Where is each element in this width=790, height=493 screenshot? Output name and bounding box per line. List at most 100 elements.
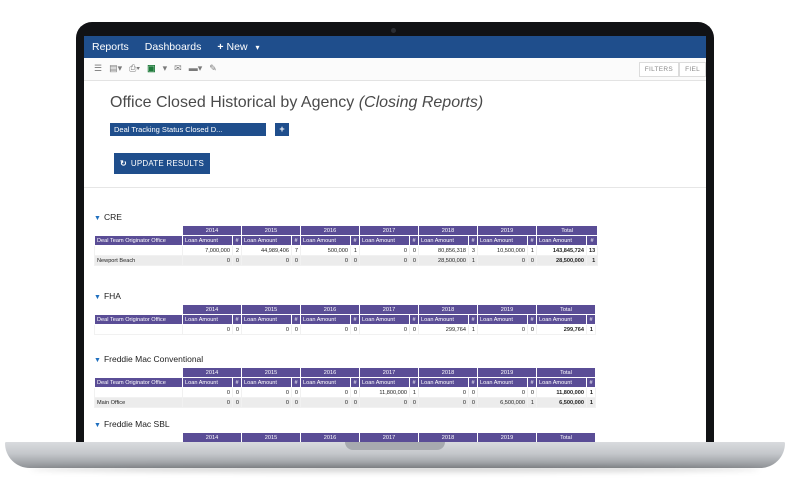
- loan-amount-header: Loan Amount: [241, 377, 292, 388]
- expand-triangle-icon[interactable]: ▼: [94, 215, 101, 222]
- loan-amount-cell: 6,500,000: [477, 397, 528, 408]
- layout-icon[interactable]: ▬▾: [188, 63, 203, 73]
- report-toolbar: ☰ ▤▾ ⎙▾ ▣ ▾ ✉ ▬▾ ✎ FILTERS FIEL: [84, 58, 706, 81]
- year-header: 2016: [300, 225, 360, 236]
- count-header: #: [409, 235, 419, 246]
- loan-amount-cell: 0: [300, 255, 351, 266]
- loan-amount-cell: 500,000: [300, 245, 351, 256]
- list-icon[interactable]: ☰: [94, 63, 103, 73]
- count-cell: 1: [586, 324, 596, 335]
- year-header: 2017: [359, 367, 419, 378]
- year-header-row: 2014 2015 2016 2017 2018 2019 Total: [94, 367, 596, 378]
- loan-amount-cell: 0: [241, 397, 292, 408]
- pivot-table: 2014 2015 2016 2017 2018 2019 Total Deal Team O…: [94, 225, 599, 266]
- count-cell: 13: [585, 245, 599, 256]
- nav-new-label: New: [226, 41, 248, 53]
- count-header: #: [468, 377, 478, 388]
- loan-amount-header: Loan Amount: [536, 235, 587, 246]
- loan-amount-cell: 299,764: [536, 324, 587, 335]
- loan-amount-cell: 0: [477, 255, 528, 266]
- divider: [84, 187, 706, 188]
- year-header: 2015: [241, 225, 301, 236]
- section-title: Freddie Mac SBL: [103, 419, 170, 429]
- expand-triangle-icon[interactable]: ▼: [94, 357, 101, 364]
- loan-amount-header: Loan Amount: [182, 235, 233, 246]
- section-header[interactable]: ▼ FHA: [94, 291, 596, 301]
- laptop-shadow: [30, 466, 760, 472]
- count-cell: 0: [409, 397, 419, 408]
- count-cell: 1: [350, 245, 360, 256]
- section-header[interactable]: ▼ Freddie Mac SBL: [94, 419, 596, 429]
- filter-chip[interactable]: Deal Tracking Status Closed D...: [110, 123, 266, 136]
- report-title: Office Closed Historical by Agency: [110, 94, 355, 111]
- add-filter-button[interactable]: +: [275, 123, 289, 136]
- year-header: 2016: [300, 304, 360, 315]
- page-title: Office Closed Historical by Agency (Clos…: [110, 94, 483, 112]
- loan-amount-header: Loan Amount: [536, 314, 587, 325]
- year-header: 2018: [418, 304, 478, 315]
- loan-amount-cell: 143,845,724: [536, 245, 587, 256]
- count-cell: 1: [468, 255, 478, 266]
- expand-triangle-icon[interactable]: ▼: [94, 294, 101, 301]
- year-header: 2019: [477, 432, 537, 442]
- count-cell: 0: [409, 245, 419, 256]
- count-header: #: [409, 377, 419, 388]
- year-header: 2017: [359, 225, 419, 236]
- count-cell: 1: [586, 387, 596, 398]
- count-cell: 0: [527, 324, 537, 335]
- loan-amount-cell: 0: [182, 255, 233, 266]
- expand-triangle-icon[interactable]: ▼: [94, 422, 101, 429]
- loan-amount-header: Loan Amount: [359, 377, 410, 388]
- count-cell: 0: [350, 397, 360, 408]
- pivot-table: 2014 2015 2016 2017 2018 2019 Total Deal Team O…: [94, 304, 596, 335]
- loan-amount-header: Loan Amount: [182, 314, 233, 325]
- loan-amount-cell: 0: [300, 324, 351, 335]
- column-header-row: Deal Team Originator Office Loan Amount # L…: [94, 314, 596, 325]
- loan-amount-cell: 7,000,000: [182, 245, 233, 256]
- corner-cell: [94, 432, 183, 442]
- export-dropdown-caret[interactable]: ▾: [162, 63, 168, 73]
- count-cell: 1: [585, 255, 599, 266]
- count-header: #: [232, 314, 242, 325]
- year-header: 2017: [359, 432, 419, 442]
- loan-amount-header: Loan Amount: [418, 377, 469, 388]
- count-cell: 1: [586, 397, 596, 408]
- loan-amount-cell: 0: [418, 397, 469, 408]
- laptop-screen: Reports Dashboards + New ▾ ☰ ▤▾ ⎙▾ ▣ ▾ ✉ …: [84, 36, 706, 442]
- edit-icon[interactable]: ✎: [209, 63, 217, 73]
- email-icon[interactable]: ✉: [174, 63, 182, 73]
- count-header: #: [527, 314, 537, 325]
- nav-new-button[interactable]: + New: [217, 41, 247, 53]
- print-icon[interactable]: ⎙▾: [129, 63, 141, 73]
- plus-icon: +: [217, 41, 224, 53]
- count-header: #: [527, 235, 537, 246]
- tab-fields[interactable]: FIEL: [679, 62, 706, 77]
- nav-dashboards[interactable]: Dashboards: [144, 41, 202, 53]
- table-row: 7,000,000 2 44,989,406 7 500,000 1 0 0 80,856,31…: [94, 245, 599, 256]
- loan-amount-cell: 0: [477, 387, 528, 398]
- laptop-base: [5, 442, 785, 468]
- year-header: Total: [535, 225, 599, 236]
- year-header: 2016: [300, 432, 360, 442]
- count-cell: 0: [350, 255, 360, 266]
- save-icon[interactable]: ▤▾: [109, 63, 123, 73]
- count-header: #: [291, 235, 301, 246]
- tab-filters[interactable]: FILTERS: [638, 62, 680, 77]
- loan-amount-cell: 0: [477, 324, 528, 335]
- top-navbar: Reports Dashboards + New ▾: [84, 36, 706, 58]
- excel-export-icon[interactable]: ▣: [147, 63, 156, 73]
- year-header: Total: [536, 432, 596, 442]
- section-header[interactable]: ▼ CRE: [94, 212, 598, 222]
- loan-amount-cell: 0: [182, 397, 233, 408]
- row-header-label: Deal Team Originator Office: [94, 235, 183, 246]
- loan-amount-header: Loan Amount: [477, 314, 528, 325]
- section-header[interactable]: ▼ Freddie Mac Conventional: [94, 354, 596, 364]
- count-header: #: [527, 377, 537, 388]
- nav-reports[interactable]: Reports: [92, 41, 129, 53]
- count-cell: 0: [291, 255, 301, 266]
- count-cell: 1: [527, 245, 537, 256]
- update-results-button[interactable]: ↻ UPDATE RESULTS: [114, 153, 210, 174]
- nav-new-dropdown-caret[interactable]: ▾: [255, 42, 260, 52]
- year-header: 2019: [477, 225, 537, 236]
- count-cell: 0: [527, 387, 537, 398]
